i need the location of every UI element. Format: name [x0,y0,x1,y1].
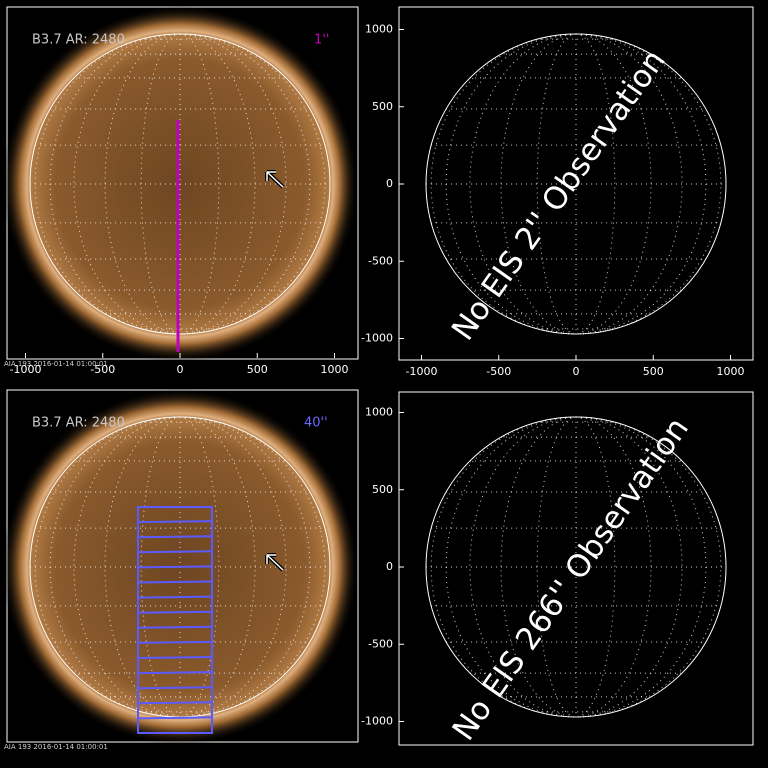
grid-line [179,416,311,718]
arrow [266,171,284,188]
raster-step [137,701,213,705]
raster-step [137,656,213,659]
y-tick-label: -1000 [361,332,393,345]
raster-step [137,595,213,599]
footer: AIA 193 2016-01-14 01:00:01 [4,743,108,751]
y-tick-label: -500 [368,254,393,267]
y-tick-label: -1000 [361,715,393,728]
raster-step [137,565,213,569]
grid-line [140,416,181,718]
panel-label: B3.7 AR: 2480 [32,416,125,431]
raster-step [137,625,213,629]
grid-line [575,416,707,718]
y-tick-label: 0 [386,560,393,573]
raster-step [137,716,213,720]
footer: AIA 193 2016-01-14 01:00:01 [4,360,108,368]
x-tick-label: 0 [177,363,184,376]
raster-step [137,640,213,644]
grid-line [536,416,577,718]
aia-panel: B3.7 AR: 2480 1'' AIA 193 2016-01-14 01:… [2,6,359,376]
slit-label: 40'' [304,416,328,431]
raster-step [137,671,213,675]
raster-step [137,686,213,690]
grid-line [140,33,181,335]
x-tick-label: -500 [486,365,511,378]
raster-outline [137,506,213,734]
y-tick-label: 1000 [365,406,393,419]
arrow [266,554,284,571]
x-tick-label: -500 [90,363,115,376]
y-tick-label: 500 [372,483,393,496]
raster-step [137,520,213,524]
aia-panel: B3.7 AR: 2480 40'' AIA 193 2016-01-14 01… [2,389,359,751]
y-tick-label: 500 [372,100,393,113]
grid-line [179,33,220,335]
raster-step [137,580,213,584]
x-tick-label: -1000 [10,363,42,376]
grid-line [575,33,616,335]
panel-label: B3.7 AR: 2480 [32,33,125,48]
raster-step [137,535,213,539]
grid-line [575,33,707,335]
y-tick-label: -500 [368,637,393,650]
x-tick-label: 1000 [717,365,745,378]
slit-label: 1'' [314,33,329,48]
x-tick-label: 0 [573,365,580,378]
grid-line [575,416,616,718]
x-tick-label: 500 [643,365,664,378]
x-tick-label: 500 [247,363,268,376]
grid-line [536,33,577,335]
raster-step [137,610,213,614]
raster-boxes [137,506,213,734]
frame [398,391,754,746]
y-tick-label: 0 [386,177,393,190]
grid-line [179,416,220,718]
x-tick-label: -1000 [406,365,438,378]
y-tick-label: 1000 [365,23,393,36]
x-tick-label: 1000 [321,363,349,376]
raster-step [137,550,213,554]
grid-line [179,33,311,335]
